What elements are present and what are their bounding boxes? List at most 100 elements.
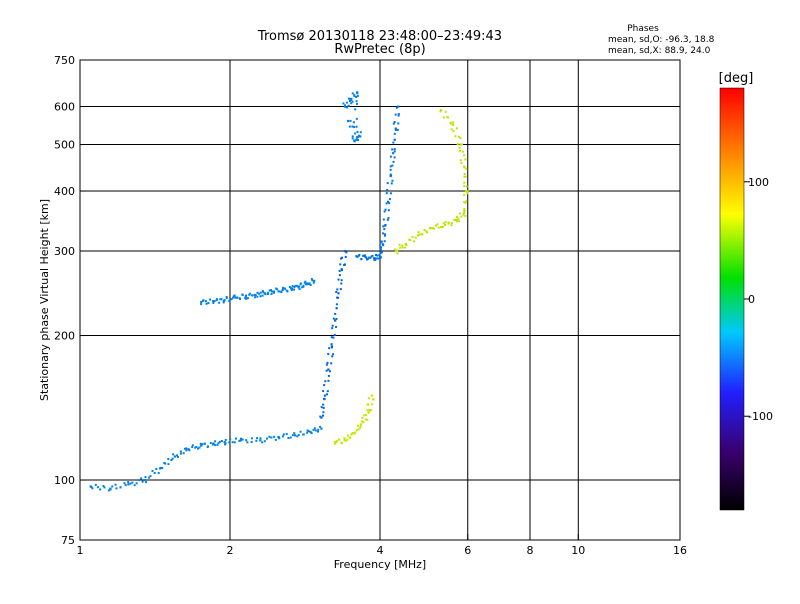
data-point: [359, 131, 362, 134]
data-point: [293, 288, 296, 291]
data-point: [383, 234, 386, 237]
data-point: [365, 418, 368, 421]
data-point: [250, 437, 253, 440]
data-point: [161, 467, 164, 470]
data-point: [435, 224, 438, 227]
data-point: [351, 92, 354, 95]
data-point: [200, 303, 203, 306]
data-point: [404, 246, 407, 249]
data-point: [250, 441, 253, 444]
data-point: [335, 440, 338, 443]
data-point: [332, 336, 335, 339]
data-point: [175, 454, 178, 457]
data-point: [390, 182, 393, 185]
data-point: [200, 444, 203, 447]
data-point: [380, 251, 383, 254]
data-point: [386, 188, 389, 191]
data-point: [362, 421, 365, 424]
data-point: [331, 327, 334, 330]
data-point: [459, 149, 462, 152]
data-point: [233, 441, 236, 444]
data-point: [463, 184, 466, 187]
data-point: [270, 292, 273, 295]
data-point: [357, 428, 360, 431]
data-point: [323, 398, 326, 401]
data-point: [432, 227, 435, 230]
data-point: [258, 292, 261, 295]
data-point: [212, 442, 215, 445]
data-point: [217, 442, 220, 445]
data-point: [417, 231, 420, 234]
data-point: [464, 201, 467, 204]
data-point: [370, 255, 373, 258]
data-point: [317, 428, 320, 431]
data-point: [145, 481, 148, 484]
data-point: [393, 248, 396, 251]
data-point: [203, 442, 206, 445]
data-point: [345, 439, 348, 442]
data-point: [345, 251, 348, 254]
data-point: [399, 246, 402, 249]
data-point: [263, 440, 266, 443]
data-point: [397, 114, 400, 117]
data-point: [115, 487, 118, 490]
data-point: [338, 274, 341, 277]
data-point: [248, 292, 251, 295]
data-point: [350, 433, 353, 436]
data-point: [466, 190, 469, 193]
data-point: [365, 256, 368, 259]
data-point: [392, 160, 395, 163]
data-point: [316, 430, 319, 433]
series-o-trace-e-f1-lower: [89, 425, 323, 492]
data-point: [393, 132, 396, 135]
grid-lines: [80, 60, 680, 540]
data-point: [463, 212, 466, 215]
data-point: [366, 409, 369, 412]
data-point: [376, 254, 379, 257]
y-tick-label: 300: [54, 245, 75, 258]
data-point: [245, 439, 248, 442]
data-point: [276, 288, 279, 291]
x-tick-label: 10: [571, 544, 585, 557]
data-point: [463, 208, 466, 211]
data-point: [297, 285, 301, 288]
data-point: [197, 447, 200, 450]
data-point: [272, 291, 275, 294]
data-point: [334, 441, 337, 444]
data-point: [363, 254, 366, 257]
data-point: [351, 135, 354, 138]
data-point: [355, 117, 358, 120]
data-point: [363, 414, 366, 417]
data-point: [355, 429, 358, 432]
data-point: [225, 296, 228, 299]
data-point: [212, 301, 215, 304]
data-point: [357, 134, 360, 137]
data-point: [218, 440, 221, 443]
data-point: [332, 317, 335, 320]
data-point: [123, 482, 126, 485]
data-point: [429, 227, 432, 230]
data-point: [450, 224, 453, 227]
data-point: [244, 294, 247, 297]
colorbar-tick-label: -100: [748, 410, 773, 423]
data-point: [392, 122, 395, 125]
data-point: [324, 380, 327, 383]
data-point: [330, 343, 333, 346]
data-point: [99, 488, 102, 491]
data-point: [222, 301, 225, 304]
data-point: [261, 290, 264, 293]
data-point: [463, 201, 466, 204]
data-point: [465, 167, 468, 170]
data-point: [337, 292, 340, 295]
data-point: [244, 295, 247, 298]
data-point: [367, 397, 370, 400]
data-point: [223, 441, 226, 444]
data-point: [347, 97, 350, 100]
data-point: [360, 420, 363, 423]
data-point: [372, 398, 375, 401]
data-point: [144, 476, 147, 479]
colorbar-label: [deg]: [719, 71, 754, 86]
data-point: [388, 202, 391, 205]
data-point: [382, 225, 385, 228]
